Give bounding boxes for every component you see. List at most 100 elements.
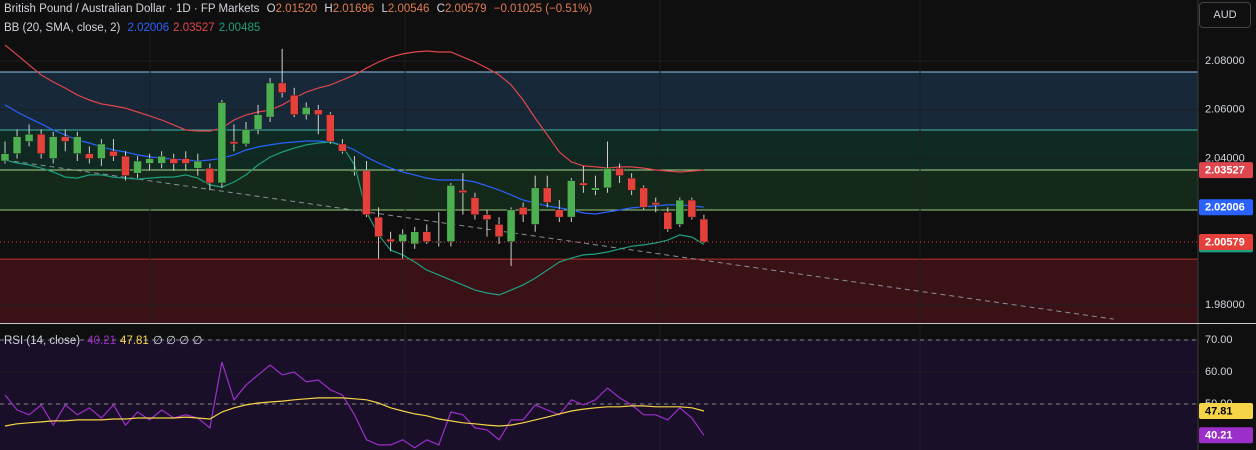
rsi-band bbox=[0, 340, 1198, 450]
candle-body bbox=[48, 136, 58, 159]
price-badge bbox=[1199, 162, 1253, 179]
price-badge bbox=[1199, 427, 1253, 444]
ohlc-key: O bbox=[266, 3, 276, 15]
ohlc-key: C bbox=[436, 3, 445, 15]
candle-body bbox=[386, 238, 395, 242]
level-bands bbox=[0, 71, 1198, 450]
candle-body bbox=[651, 202, 660, 206]
candle-body bbox=[422, 231, 431, 242]
candle-body bbox=[482, 214, 492, 220]
y-tick-label: 2.04000 bbox=[1205, 152, 1245, 164]
price-badge bbox=[1199, 234, 1253, 251]
candle-body bbox=[374, 216, 383, 237]
candle-body bbox=[506, 209, 516, 242]
change: −0.01025 (−0.51%) bbox=[493, 3, 593, 15]
y-tick-label: 70.00 bbox=[1205, 334, 1233, 346]
bb-legend: BB (20, SMA, close, 2) 2.02006 2.03527 2.0… bbox=[4, 22, 264, 34]
candle-body bbox=[12, 136, 22, 154]
candle-body bbox=[687, 199, 697, 218]
price-axis-bg bbox=[1198, 0, 1256, 450]
price-badge bbox=[1199, 402, 1253, 419]
candle-body bbox=[699, 218, 709, 243]
legend-value: 40.21 bbox=[87, 335, 117, 347]
candle-body bbox=[24, 133, 34, 142]
candle-body bbox=[555, 209, 564, 218]
ohlc-key: H bbox=[324, 3, 333, 15]
axis: 2.08000 2.06000 2.04000 1.98000 2.02006 2.035… bbox=[1199, 55, 1253, 444]
candle-body bbox=[217, 102, 227, 184]
trend-line bbox=[4, 159, 1114, 320]
level-band bbox=[0, 130, 1198, 171]
candle-body bbox=[675, 199, 685, 225]
candle-body bbox=[36, 133, 46, 154]
y-tick-label: 1.98000 bbox=[1205, 299, 1245, 311]
rsi-legend: RSI (14, close) 40.21 47.81 ∅ ∅ ∅ ∅ bbox=[4, 333, 206, 347]
ohlc-value: 2.01520 bbox=[275, 3, 318, 15]
legend-value: 2.03527 bbox=[173, 22, 215, 34]
price-badge-label: 47.81 bbox=[1205, 405, 1233, 417]
y-tick-label: 2.08000 bbox=[1205, 55, 1245, 67]
candle-body bbox=[181, 158, 190, 164]
legend-value: 2.02006 bbox=[127, 22, 170, 34]
y-tick-label: 60.00 bbox=[1205, 366, 1233, 378]
candle-body bbox=[73, 136, 82, 154]
candle-body bbox=[639, 187, 648, 208]
candle-body bbox=[314, 109, 323, 115]
indicator-line bbox=[4, 397, 705, 427]
candle-body bbox=[518, 207, 528, 215]
candle-body bbox=[193, 160, 203, 169]
indicator-name: BB (20, SMA, close, 2) bbox=[4, 22, 121, 34]
candle-body bbox=[543, 187, 552, 203]
candle-body bbox=[157, 155, 166, 164]
candle-body bbox=[591, 187, 600, 191]
legend-value: 2.00485 bbox=[218, 22, 261, 34]
candle-body bbox=[85, 153, 94, 159]
candle-body bbox=[302, 107, 311, 115]
candle-body bbox=[350, 170, 359, 173]
candle-body bbox=[133, 160, 142, 174]
candle-body bbox=[567, 180, 576, 218]
price-badge-label: 2.02006 bbox=[1205, 202, 1245, 214]
candle-body bbox=[398, 233, 407, 242]
level-band bbox=[0, 259, 1198, 323]
indicator-line bbox=[4, 104, 704, 215]
ohlc-value: 2.01696 bbox=[332, 3, 375, 15]
ohlc-key: L bbox=[381, 3, 388, 15]
candle-body bbox=[434, 241, 444, 243]
candle-body bbox=[265, 82, 275, 118]
candle-body bbox=[530, 187, 540, 225]
candle-body bbox=[229, 141, 239, 145]
indicator-name: RSI (14, close) bbox=[4, 335, 81, 347]
y-tick-label: 2.06000 bbox=[1205, 104, 1245, 116]
candle-body bbox=[121, 155, 130, 176]
plot bbox=[0, 44, 1198, 449]
price-badge bbox=[1199, 199, 1253, 216]
symbol-legend: British Pound / Australian Dollar · 1D ·… bbox=[4, 3, 596, 15]
price-badge-label: 2.03527 bbox=[1205, 165, 1245, 177]
indicator-line bbox=[4, 44, 704, 173]
currency-button[interactable]: AUD bbox=[1199, 2, 1251, 28]
level-band bbox=[0, 71, 1198, 131]
candle-body bbox=[205, 168, 215, 184]
candle-body bbox=[0, 153, 10, 162]
candle-body bbox=[326, 114, 335, 142]
candle-body bbox=[61, 136, 70, 142]
candle-body bbox=[253, 114, 263, 130]
indicator-line bbox=[4, 361, 705, 449]
candle-body bbox=[145, 158, 154, 164]
candle-body bbox=[446, 185, 456, 242]
candle-body bbox=[458, 190, 468, 193]
candle-body bbox=[494, 224, 504, 237]
candle-body bbox=[627, 177, 636, 191]
legend-value: 47.81 bbox=[120, 335, 149, 347]
legend-extra: ∅ ∅ ∅ ∅ bbox=[152, 335, 203, 347]
ohlc-value: 2.00546 bbox=[387, 3, 430, 15]
candle-body bbox=[362, 170, 371, 215]
price-badge-label: 2.00579 bbox=[1205, 236, 1245, 248]
candle-body bbox=[603, 168, 612, 189]
candle-body bbox=[169, 158, 178, 164]
candle-body bbox=[663, 211, 672, 230]
candle-body bbox=[470, 197, 480, 215]
candle-body bbox=[579, 182, 588, 186]
